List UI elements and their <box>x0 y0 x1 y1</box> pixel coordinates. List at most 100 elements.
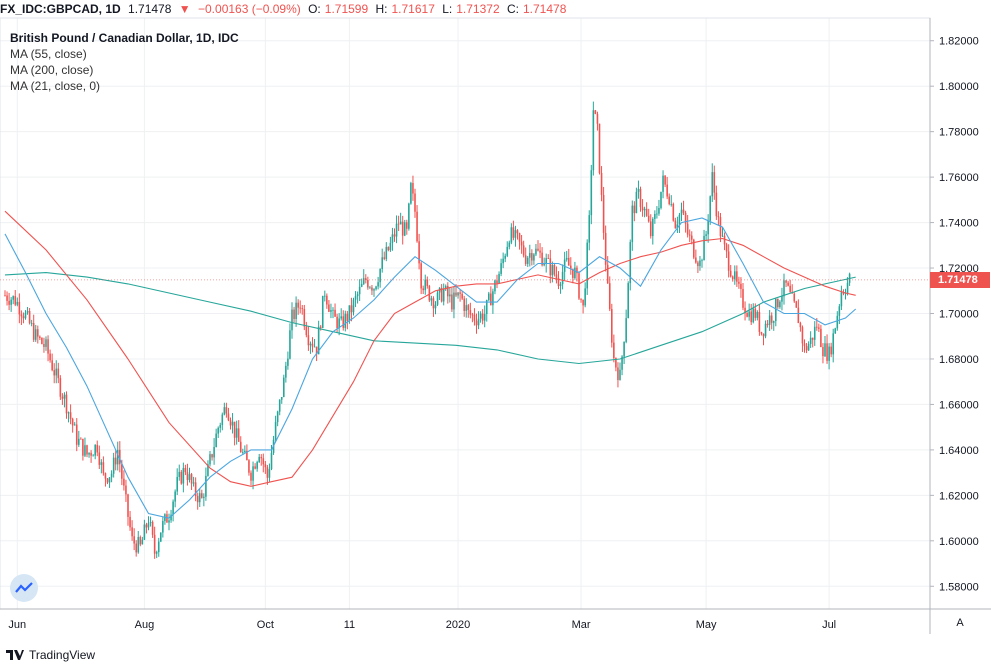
candle-body <box>274 422 277 440</box>
price-axis[interactable]: 1.58000 1.60000 1.62000 1.64000 1.66000 1.680… <box>930 36 979 594</box>
candle-body <box>26 311 29 313</box>
candle-body <box>229 420 232 426</box>
candle-body <box>602 194 605 233</box>
candle-body <box>16 301 19 305</box>
candle-body <box>444 285 447 290</box>
candle-body <box>510 227 513 243</box>
candle-body <box>92 455 94 457</box>
tradingview-brand[interactable]: TradingView <box>29 648 96 662</box>
candle-body <box>303 309 306 327</box>
candle-body <box>502 258 504 264</box>
candle-body <box>543 263 545 266</box>
candle-body <box>172 501 174 515</box>
price-tick-label: 1.60000 <box>939 536 979 548</box>
candle-body <box>203 496 205 498</box>
candle-body <box>39 336 41 338</box>
candle-body <box>348 305 351 321</box>
candle-body <box>721 235 724 237</box>
candle-body <box>754 308 757 318</box>
candle-body <box>391 234 394 243</box>
candle-body <box>524 255 527 264</box>
candle-body <box>205 475 207 497</box>
candle-body <box>14 296 17 305</box>
candle-body <box>582 299 584 306</box>
candle-body <box>756 312 759 318</box>
candle-body <box>428 285 431 301</box>
candle-body <box>561 271 564 285</box>
candle-body <box>471 314 474 316</box>
candle-body <box>75 424 78 445</box>
candle-body <box>809 337 812 345</box>
time-tick-label: Jul <box>822 619 836 631</box>
candle-body <box>434 304 437 309</box>
candle-body <box>375 286 377 290</box>
candle-body <box>645 208 648 216</box>
candle-body <box>309 343 312 346</box>
candle-body <box>572 268 574 279</box>
candle-body <box>20 314 23 317</box>
candle-body <box>594 110 597 114</box>
candle-body <box>826 343 828 361</box>
candle-body <box>30 323 33 324</box>
candle-body <box>811 337 814 340</box>
auto-scale-button[interactable]: A <box>956 617 964 629</box>
symbol-name[interactable]: FX_IDC:GBPCAD, 1D <box>0 2 121 16</box>
candle-body <box>168 520 170 523</box>
legend-ma21[interactable]: MA (21, close, 0) <box>10 79 101 93</box>
candle-body <box>71 418 74 426</box>
candle-body <box>225 407 228 414</box>
time-tick-label: Oct <box>257 619 274 631</box>
candle-body <box>149 522 152 523</box>
candle-body <box>221 414 224 425</box>
candle-body <box>125 485 127 495</box>
candle-body <box>565 257 568 260</box>
candle-body <box>514 230 517 238</box>
time-axis[interactable]: Jun Aug Oct 11 2020 Mar May Jul <box>8 619 836 631</box>
candle-body <box>22 316 25 319</box>
candle-body <box>485 299 488 315</box>
candle-body <box>824 343 826 357</box>
candle-body <box>215 433 217 447</box>
candle-body <box>535 248 537 255</box>
candle-body <box>190 474 193 484</box>
candle-body <box>80 438 82 440</box>
candle-body <box>772 321 775 323</box>
candle-body <box>102 462 105 474</box>
candle-body <box>834 328 837 334</box>
candle-body <box>123 478 125 486</box>
candle-body <box>608 283 611 310</box>
candle-body <box>740 283 742 289</box>
candle-body <box>455 292 457 296</box>
candle-body <box>41 337 43 344</box>
candle-body <box>598 123 601 173</box>
legend-ma55[interactable]: MA (55, close) <box>10 47 87 61</box>
candle-body <box>789 285 791 292</box>
candle-body <box>797 307 800 324</box>
candle-body <box>469 310 472 315</box>
candle-body <box>254 466 256 469</box>
candle-body <box>174 491 176 502</box>
candle-body <box>690 235 693 240</box>
candle-body <box>793 293 796 302</box>
candle-body <box>295 302 297 319</box>
candle-body <box>18 301 21 315</box>
candle-body <box>78 438 80 445</box>
candle-body <box>260 456 263 459</box>
tradingview-logo-icon[interactable] <box>6 648 24 660</box>
candle-body <box>209 454 211 465</box>
candle-body <box>192 482 195 484</box>
candle-body <box>533 254 535 261</box>
candle-body <box>53 370 55 376</box>
candle-body <box>832 333 834 355</box>
legend-ma200[interactable]: MA (200, close) <box>10 63 94 77</box>
candle-body <box>264 464 267 468</box>
candle-body <box>399 221 402 225</box>
candle-body <box>47 339 49 354</box>
candle-body <box>588 215 591 243</box>
candle-body <box>162 521 164 533</box>
candle-body <box>590 170 593 216</box>
candle-body <box>393 234 396 237</box>
candle-body <box>473 314 476 321</box>
candle-body <box>453 292 455 310</box>
